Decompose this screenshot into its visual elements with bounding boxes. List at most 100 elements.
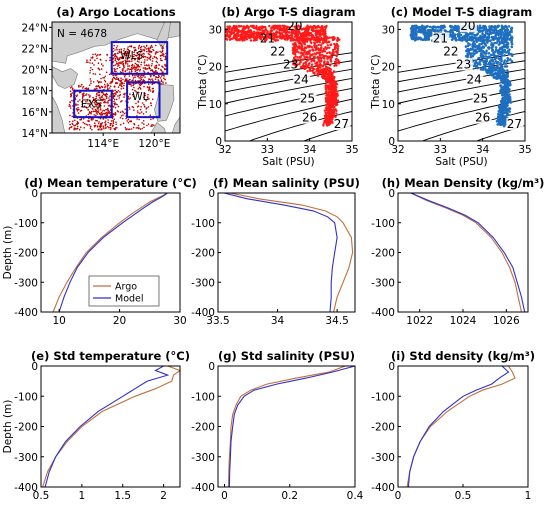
ts-point bbox=[327, 55, 330, 59]
ts-point bbox=[490, 74, 494, 77]
ts-point bbox=[509, 101, 512, 104]
ts-point bbox=[331, 79, 334, 82]
ts-point bbox=[297, 24, 300, 27]
ts-point bbox=[315, 44, 318, 48]
argo-point bbox=[96, 119, 98, 122]
argo-point bbox=[145, 68, 148, 70]
argo-point bbox=[101, 95, 104, 97]
argo-point bbox=[150, 51, 153, 53]
ts-point bbox=[316, 69, 320, 73]
argo-point bbox=[123, 75, 126, 78]
ts-point bbox=[307, 26, 310, 29]
argo-point bbox=[104, 86, 106, 89]
ts-point bbox=[487, 46, 490, 49]
panel-i-ytick-label: -100 bbox=[371, 391, 395, 403]
ts-point bbox=[329, 85, 332, 88]
ts-point bbox=[484, 55, 488, 58]
argo-point bbox=[69, 114, 71, 117]
argo-point bbox=[163, 75, 165, 77]
argo-point bbox=[89, 78, 92, 80]
ts-point bbox=[477, 38, 481, 42]
ts-point bbox=[331, 93, 334, 96]
ts-point bbox=[468, 52, 471, 55]
lat-tick-label: 16°N bbox=[22, 107, 48, 119]
argo-point bbox=[94, 110, 97, 113]
argo-point bbox=[128, 98, 130, 100]
argo-point bbox=[101, 99, 104, 101]
ts-point bbox=[324, 37, 328, 40]
ts-point bbox=[276, 26, 279, 29]
argo-point bbox=[85, 123, 88, 126]
argo-point bbox=[146, 68, 149, 70]
panel-e-ytick-label: -200 bbox=[14, 422, 38, 434]
ts-point bbox=[504, 51, 508, 54]
argo-point bbox=[127, 46, 129, 48]
argo-point bbox=[88, 96, 91, 98]
argo-point bbox=[133, 123, 136, 126]
argo-point bbox=[129, 78, 131, 81]
argo-point bbox=[78, 91, 81, 94]
argo-point bbox=[100, 102, 102, 104]
panel-g-title: (g) Std salinity (PSU) bbox=[218, 349, 355, 363]
isopycnal-label-24: 24 bbox=[294, 72, 309, 86]
argo-point bbox=[88, 120, 91, 122]
ts-point bbox=[495, 65, 499, 69]
argo-point bbox=[154, 53, 157, 55]
argo-point bbox=[72, 120, 74, 122]
argo-point bbox=[143, 126, 145, 129]
ts-point bbox=[276, 39, 279, 42]
argo-point bbox=[116, 48, 118, 51]
argo-point bbox=[162, 66, 164, 68]
argo-point bbox=[127, 52, 130, 55]
ts-point bbox=[479, 63, 482, 66]
ts-point bbox=[430, 31, 433, 35]
ts-point bbox=[471, 43, 475, 46]
argo-point bbox=[69, 101, 71, 103]
ts-point bbox=[332, 70, 336, 73]
ts-point bbox=[504, 28, 508, 32]
argo-point bbox=[142, 56, 145, 59]
ts-point bbox=[423, 28, 426, 32]
argo-point bbox=[147, 89, 150, 92]
ts-point bbox=[475, 50, 479, 54]
ts-point bbox=[431, 26, 435, 30]
argo-point bbox=[98, 91, 101, 94]
argo-point bbox=[143, 53, 145, 55]
argo-point bbox=[75, 123, 78, 125]
argo-point bbox=[138, 118, 140, 121]
ts-point bbox=[488, 31, 492, 34]
ts-point bbox=[226, 32, 229, 36]
ts-point bbox=[279, 28, 282, 31]
panel-b-xtick-label: 33 bbox=[261, 144, 274, 156]
ts-point bbox=[307, 32, 310, 36]
argo-point bbox=[151, 60, 154, 62]
argo-point bbox=[144, 67, 147, 69]
argo-point bbox=[112, 122, 115, 124]
ts-point bbox=[272, 27, 276, 30]
argo-point bbox=[128, 65, 131, 67]
ts-point bbox=[500, 59, 503, 63]
ts-point bbox=[506, 35, 509, 39]
ts-point bbox=[492, 62, 496, 65]
argo-point bbox=[89, 95, 91, 97]
ts-point bbox=[426, 31, 430, 35]
ts-point bbox=[499, 63, 503, 66]
ts-point bbox=[422, 25, 426, 29]
ts-point bbox=[314, 49, 317, 52]
panel-g-xtick-label: 0.4 bbox=[347, 490, 364, 502]
ts-point bbox=[326, 51, 329, 55]
argo-point bbox=[108, 73, 111, 76]
argo-point bbox=[109, 124, 112, 127]
ts-point bbox=[492, 68, 496, 72]
panel-i-title: (i) Std density (kg/m³) bbox=[391, 349, 535, 363]
argo-point bbox=[161, 71, 163, 73]
ts-point bbox=[330, 81, 334, 84]
argo-point bbox=[132, 126, 135, 129]
argo-point bbox=[89, 72, 91, 74]
argo-point bbox=[162, 55, 165, 57]
ts-point bbox=[295, 28, 299, 31]
ts-point bbox=[326, 60, 329, 63]
argo-point bbox=[136, 66, 139, 68]
ts-point bbox=[310, 28, 313, 32]
ts-point bbox=[323, 73, 326, 77]
